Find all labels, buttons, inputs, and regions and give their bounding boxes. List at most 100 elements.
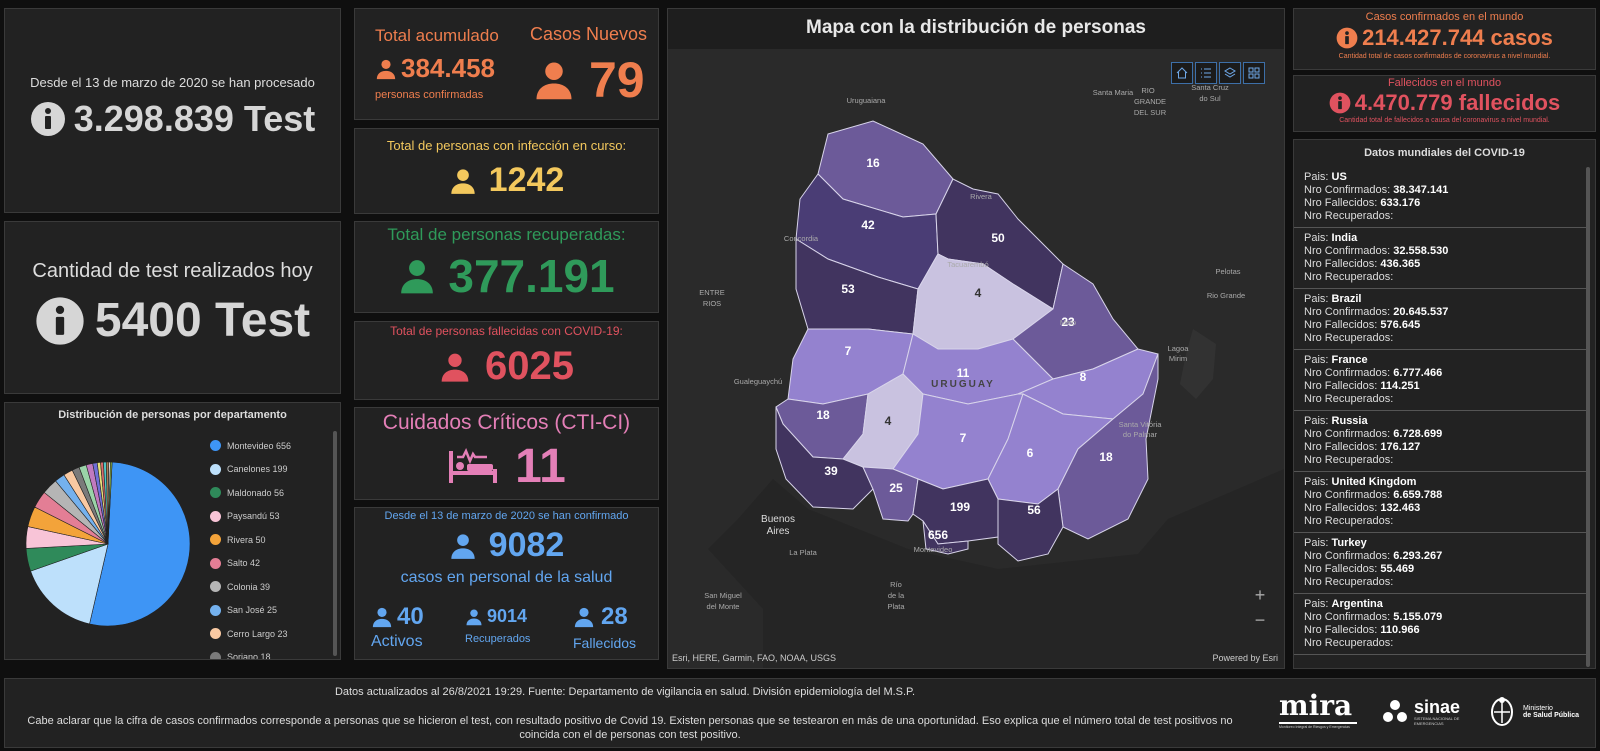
legend-item[interactable]: Paysandú 53 xyxy=(210,505,332,529)
country-entry[interactable]: Pais: Turkey Nro Confirmados: 6.293.267 Nr… xyxy=(1294,533,1586,594)
department-count-label: 11 xyxy=(957,366,970,380)
field-label: Nro Confirmados: xyxy=(1304,367,1391,379)
recovered-value: 377.191 xyxy=(448,250,615,302)
health-staff-active-value: 40 xyxy=(397,603,424,630)
world-list-scrollbar[interactable] xyxy=(1586,167,1590,667)
deceased-title: Total de personas fallecidas con COVID-1… xyxy=(390,324,623,338)
distribution-title: Distribución de personas por departament… xyxy=(58,409,287,421)
department-region[interactable] xyxy=(862,466,919,522)
map-place-label: San Miguel xyxy=(704,591,742,600)
field-value: 176.127 xyxy=(1380,441,1421,453)
department-region[interactable] xyxy=(1057,353,1159,540)
critical-panel: Cuidados Críticos (CTI-CI) 11 xyxy=(354,407,659,500)
uruguay-map[interactable]: 16 42 50 53 4 23 7 11 8 18 4 7 6 18 39 25 199 56 656 Urugua… xyxy=(668,49,1284,668)
country-entry[interactable]: Pais: India Nro Confirmados: 32.558.530 Nr… xyxy=(1294,228,1586,289)
country-entry[interactable]: Pais: United Kingdom Nro Confirmados: 6.6… xyxy=(1294,472,1586,533)
health-staff-active-label: Activos xyxy=(371,633,423,650)
department-region[interactable] xyxy=(912,478,999,545)
sinae-logo-text: sinae xyxy=(1414,697,1461,717)
person-icon xyxy=(376,59,396,79)
legend-scrollbar[interactable] xyxy=(333,431,337,656)
legend-item[interactable]: Soriano 18 xyxy=(210,646,332,659)
layers-icon[interactable] xyxy=(1219,62,1241,84)
mira-logo-subtitle: Monitoreo Integral de Riesgos y Emergenc… xyxy=(1279,725,1350,729)
department-count-label: 56 xyxy=(1027,503,1041,517)
hospital-bed-icon xyxy=(449,447,498,483)
map-place-label: DEL SUR xyxy=(1134,108,1167,117)
department-region[interactable] xyxy=(997,488,1064,562)
department-count-label: 7 xyxy=(845,344,852,358)
map-powered-by[interactable]: Powered by Esri xyxy=(1212,653,1278,663)
field-label: Nro Recuperados: xyxy=(1304,515,1394,527)
legend-item[interactable]: Rivera 50 xyxy=(210,528,332,552)
field-value: 436.365 xyxy=(1380,258,1421,270)
legend-item[interactable]: San José 25 xyxy=(210,599,332,623)
field-label: Nro Fallecidos: xyxy=(1304,441,1378,453)
map-place-label: URUGUAY xyxy=(931,379,995,390)
legend-item[interactable]: Salto 42 xyxy=(210,552,332,576)
map-place-label: Mirim xyxy=(1169,354,1187,363)
department-region[interactable] xyxy=(922,520,969,555)
field-label: Pais: xyxy=(1304,476,1329,488)
info-icon xyxy=(36,296,84,345)
person-icon xyxy=(401,260,434,294)
map-title: Mapa con la distribución de personas xyxy=(806,17,1146,38)
pie-slice[interactable] xyxy=(89,461,191,627)
home-icon[interactable] xyxy=(1171,62,1193,84)
country-entry[interactable]: Pais: France Nro Confirmados: 6.777.466 Nr… xyxy=(1294,350,1586,411)
grid-icon[interactable] xyxy=(1243,62,1265,84)
active-panel: Total de personas con infección en curso… xyxy=(354,128,659,214)
field-value: 6.659.788 xyxy=(1393,489,1443,501)
country-entry[interactable]: Pais: Russia Nro Confirmados: 6.728.699 Nr… xyxy=(1294,411,1586,472)
field-value: US xyxy=(1331,171,1347,183)
map-view[interactable]: 16 42 50 53 4 23 7 11 8 18 4 7 6 18 39 25 199 56 656 Urugua… xyxy=(668,49,1284,668)
map-place-label: do Palmar xyxy=(1123,430,1158,439)
legend-item[interactable]: Montevideo 656 xyxy=(210,434,332,458)
department-count-label: 50 xyxy=(991,231,1005,245)
world-list-panel: Datos mundiales del COVID-19 Pais: US Nro… xyxy=(1293,139,1596,669)
field-label: Nro Fallecidos: xyxy=(1304,624,1378,636)
map-place-label: Plata xyxy=(887,602,905,611)
field-label: Nro Fallecidos: xyxy=(1304,563,1378,575)
field-label: Nro Recuperados: xyxy=(1304,332,1394,344)
legend-label: San José 25 xyxy=(227,605,278,616)
distribution-pie-chart[interactable] xyxy=(23,459,193,629)
footer-panel: Datos actualizados al 26/8/2021 19:29. F… xyxy=(4,678,1596,748)
world-deceased-title: Fallecidos en el mundo xyxy=(1387,77,1502,89)
legend-item[interactable]: Canelones 199 xyxy=(210,458,332,482)
legend-item[interactable]: Maldonado 56 xyxy=(210,481,332,505)
legend-item[interactable]: Cerro Largo 23 xyxy=(210,622,332,646)
zoom-out-button[interactable]: − xyxy=(1254,610,1266,630)
zoom-in-button[interactable]: + xyxy=(1254,585,1266,605)
field-label: Nro Fallecidos: xyxy=(1304,502,1378,514)
new-cases-title: Casos Nuevos xyxy=(530,24,648,44)
pie-slice[interactable] xyxy=(30,543,109,625)
field-value: 55.469 xyxy=(1380,563,1415,575)
legend-label: Canelones 199 xyxy=(227,464,288,475)
list-icon[interactable] xyxy=(1195,62,1217,84)
field-label: Pais: xyxy=(1304,415,1329,427)
map-place-label: Melo xyxy=(1060,318,1076,327)
department-count-label: 18 xyxy=(1099,450,1113,464)
department-count-label: 656 xyxy=(928,528,948,542)
country-entry[interactable]: Pais: Brazil Nro Confirmados: 20.645.537 N… xyxy=(1294,289,1586,350)
tests-today-value: 5400 Test xyxy=(94,294,311,347)
country-entry[interactable]: Pais: Argentina Nro Confirmados: 5.155.07… xyxy=(1294,594,1586,655)
person-icon xyxy=(574,607,594,628)
legend-item[interactable]: Colonia 39 xyxy=(210,575,332,599)
health-staff-caption: Desde el 13 de marzo de 2020 se han conf… xyxy=(384,510,629,522)
field-value: 114.251 xyxy=(1380,380,1420,392)
person-icon xyxy=(451,168,475,194)
world-country-list[interactable]: Pais: US Nro Confirmados: 38.347.141 Nro F… xyxy=(1294,167,1586,655)
legend-label: Montevideo 656 xyxy=(227,440,292,451)
msp-logo: Ministerio de Salud Pública xyxy=(1489,696,1579,728)
map-place-label: do Sul xyxy=(1199,94,1221,103)
legend-label: Cerro Largo 23 xyxy=(227,628,288,639)
pie-slice[interactable] xyxy=(107,461,113,545)
world-deceased-subtitle: Cantidad total de fallecidos a causa del… xyxy=(1339,117,1550,124)
country-entry[interactable]: Pais: US Nro Confirmados: 38.347.141 Nro F… xyxy=(1294,167,1586,228)
field-value: France xyxy=(1331,354,1368,366)
world-confirmed-value: 214.427.744 casos xyxy=(1362,25,1553,50)
field-label: Nro Confirmados: xyxy=(1304,184,1391,196)
tests-today-panel: Cantidad de test realizados hoy 5400 Tes… xyxy=(4,221,341,394)
